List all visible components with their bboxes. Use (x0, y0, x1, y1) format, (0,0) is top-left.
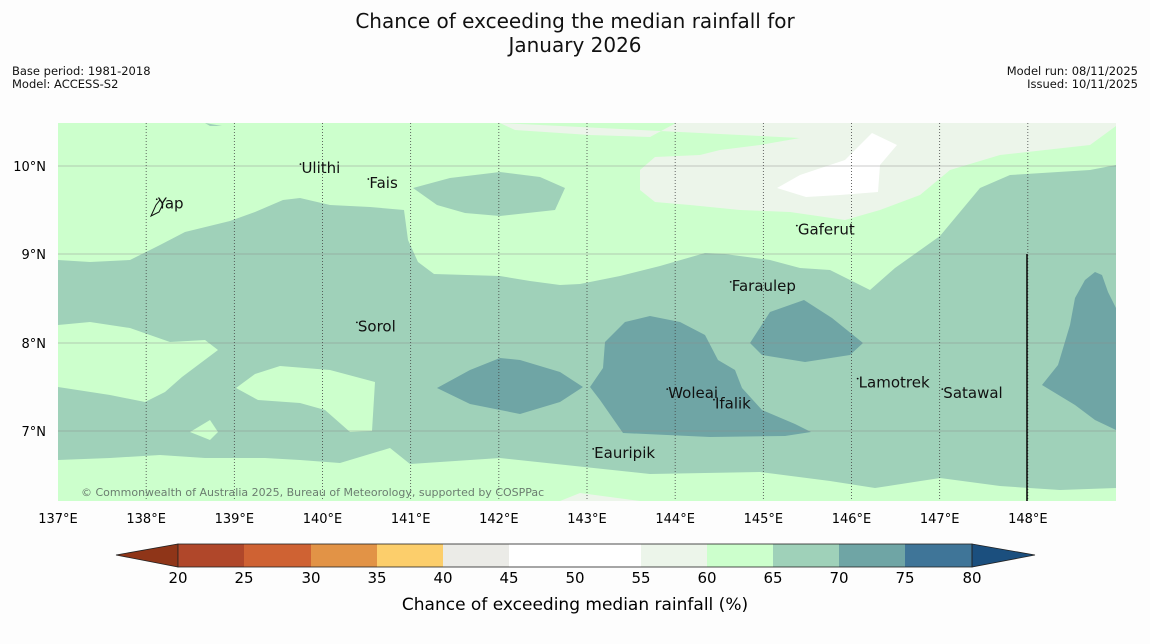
colorbar-tick-labels: 20 25 30 35 40 45 50 55 60 65 70 75 80 (168, 569, 981, 587)
region-55-60-south (560, 493, 640, 501)
region-55-60-north (500, 123, 1116, 220)
place-marker (856, 377, 859, 380)
lon-tick-label: 143°E (567, 512, 607, 527)
cb-tick-75: 75 (895, 569, 914, 587)
place-marker (355, 321, 358, 324)
place-labels: Ulithi Fais Yap Gaferut Faraulep Sorol Lamotre… (155, 159, 1003, 462)
colorbar-under-arrow (115, 543, 179, 568)
lat-tick-8n: 8°N (22, 337, 47, 352)
place-label: Lamotrek (859, 374, 930, 392)
place-label: Woleai (668, 384, 718, 402)
lon-tick-label: 144°E (655, 512, 695, 527)
cb-tick-55: 55 (631, 569, 650, 587)
place-marker (666, 388, 669, 391)
place-marker (713, 398, 715, 401)
place-marker (299, 163, 302, 166)
place-label: Gaferut (798, 221, 855, 239)
cb-tick-30: 30 (301, 569, 320, 587)
cb-tick-50: 50 (565, 569, 584, 587)
cb-tick-70: 70 (829, 569, 848, 587)
place-marker (155, 198, 158, 201)
cb-tick-25: 25 (234, 569, 253, 587)
yap-island (149, 199, 164, 218)
map-title: Chance of exceeding the median rainfall … (0, 9, 1150, 57)
lat-tick-labels: 10°N 9°N 8°N 7°N (13, 160, 46, 440)
lon-tick-label: 137°E (38, 512, 78, 527)
issued-date: Issued: 10/11/2025 (1027, 77, 1138, 91)
place-marker (729, 281, 732, 283)
lon-tick-label: 141°E (391, 512, 431, 527)
colorbar-swatch-20 (178, 544, 244, 567)
meta-right: Model run: 08/11/2025 Issued: 10/11/2025 (1007, 65, 1138, 91)
lon-tick-label: 140°E (303, 512, 343, 527)
place-marker (941, 388, 944, 391)
cb-tick-20: 20 (168, 569, 187, 587)
lat-tick-9n: 9°N (22, 248, 47, 263)
model-name: Model: ACCESS-S2 (12, 77, 119, 91)
colorbar-over-arrow (971, 543, 1036, 568)
place-label: Satawal (943, 384, 1002, 402)
place-label: Eauripik (594, 444, 655, 462)
colorbar-swatch-55 (641, 544, 707, 567)
cb-tick-65: 65 (763, 569, 782, 587)
colorbar-swatch-30 (311, 544, 377, 567)
colorbar-swatch-60 (707, 544, 773, 567)
lon-tick-label: 138°E (126, 512, 166, 527)
cb-tick-80: 80 (962, 569, 981, 587)
model-run: Model run: 08/11/2025 (1006, 64, 1138, 78)
colorbar-swatch-70 (839, 544, 905, 567)
cb-tick-60: 60 (697, 569, 716, 587)
copyright-text: © Commonwealth of Australia 2025, Bureau… (81, 486, 544, 499)
colorbar-label: Chance of exceeding median rainfall (%) (402, 595, 748, 615)
cb-tick-40: 40 (433, 569, 452, 587)
lon-gridlines (145, 123, 1029, 501)
colorbar-swatch-25 (244, 544, 311, 567)
colorbar-swatch-45 (509, 544, 575, 567)
region-70-75-c (750, 300, 863, 362)
colorbar-swatch-35 (377, 544, 443, 567)
lon-tick-label: 142°E (479, 512, 519, 527)
place-label: Ulithi (301, 159, 340, 177)
region-45-55 (777, 133, 897, 197)
lon-tick-labels: 137°E 138°E 139°E 140°E 141°E 142°E 143°E 144°E… (38, 512, 1047, 527)
region-70-75-a (437, 358, 583, 414)
map-plot-area: Ulithi Fais Yap Gaferut Faraulep Sorol Lamotre… (58, 123, 1116, 501)
title-line-1: Chance of exceeding the median rainfall … (355, 9, 795, 33)
colorbar-swatch-50 (575, 544, 641, 567)
place-marker (592, 448, 595, 450)
region-60-65-west (58, 322, 218, 402)
lon-tick-label: 139°E (215, 512, 255, 527)
lon-tick-label: 148°E (1008, 512, 1048, 527)
place-label: Ifalik (715, 395, 751, 413)
colorbar: 20 25 30 35 40 45 50 55 60 65 70 75 80 C… (115, 543, 1036, 615)
place-label: Sorol (358, 317, 396, 335)
colorbar-swatch-65 (773, 544, 839, 567)
base-period: Base period: 1981-2018 (12, 64, 151, 78)
cb-tick-35: 35 (367, 569, 386, 587)
title-line-2: January 2026 (508, 33, 642, 57)
region-65-70-tiny (205, 123, 222, 126)
region-70-75-d (1042, 272, 1116, 430)
meta-left: Base period: 1981-2018 Model: ACCESS-S2 (12, 65, 151, 91)
region-60-65-small (190, 420, 218, 440)
place-marker (795, 224, 798, 227)
lon-tick-label: 146°E (832, 512, 872, 527)
colorbar-frame (177, 543, 973, 568)
lon-tick-label: 147°E (920, 512, 960, 527)
place-label: Faraulep (732, 277, 796, 295)
lat-tick-10n: 10°N (13, 160, 46, 175)
colorbar-swatch-40 (443, 544, 509, 567)
region-70-75-b (590, 316, 811, 437)
place-label: Fais (369, 174, 398, 192)
cb-tick-45: 45 (499, 569, 518, 587)
lon-tick-label: 145°E (744, 512, 784, 527)
lat-tick-7n: 7°N (22, 425, 47, 440)
place-marker (367, 178, 370, 180)
region-60-65-center (236, 366, 375, 432)
region-65-70-fais (413, 172, 565, 216)
colorbar-swatch-75 (905, 544, 972, 567)
place-label: Yap (157, 194, 184, 212)
